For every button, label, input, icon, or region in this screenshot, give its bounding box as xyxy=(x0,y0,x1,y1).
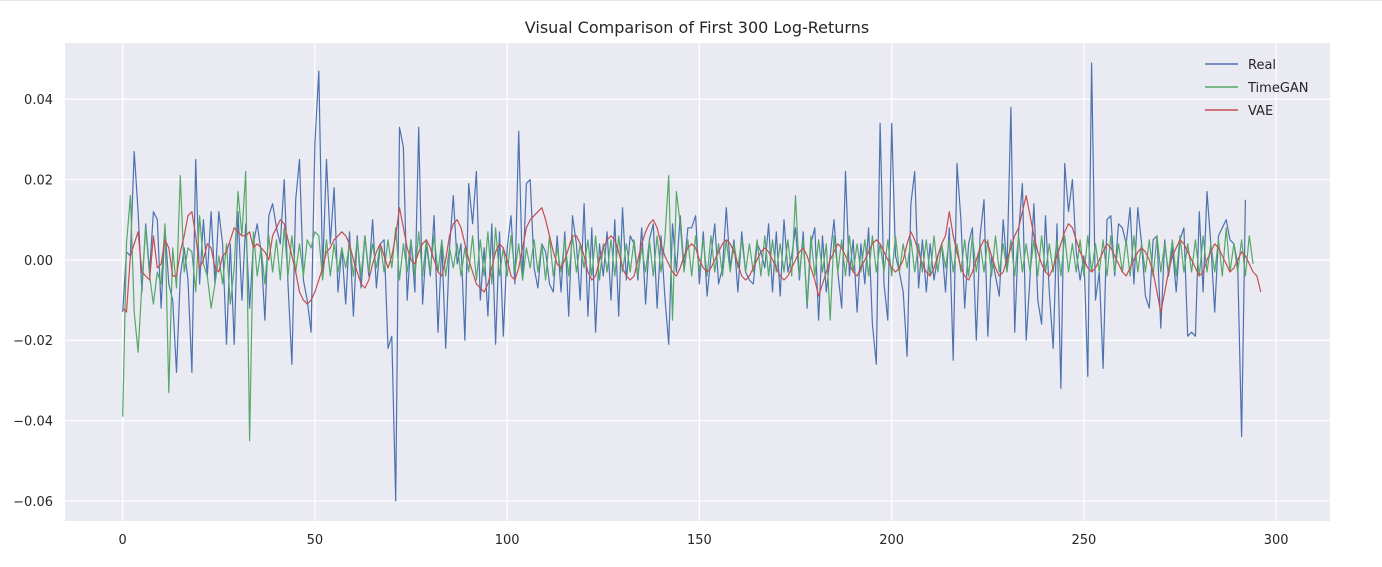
legend: Real TimeGAN VAE xyxy=(1205,58,1309,119)
x-tick-label: 250 xyxy=(1072,533,1097,548)
series-line-vae xyxy=(122,195,1262,313)
x-tick-label: 150 xyxy=(687,533,712,548)
legend-label-real: Real xyxy=(1248,58,1276,73)
plot-area xyxy=(65,43,1330,521)
tick-labels: 0 50 100 150 200 250 300 0.04 0.02 0.00 −0.02 −0.04… xyxy=(13,93,1288,548)
x-tick-label: 300 xyxy=(1264,533,1289,548)
x-tick-label: 100 xyxy=(495,533,520,548)
top-border xyxy=(0,0,1382,1)
y-tick-label: 0.00 xyxy=(24,254,53,269)
x-tick-label: 0 xyxy=(119,533,127,548)
y-tick-label: −0.02 xyxy=(13,334,53,349)
y-tick-label: −0.04 xyxy=(13,415,53,430)
y-tick-label: −0.06 xyxy=(13,495,53,510)
y-tick-label: 0.02 xyxy=(24,174,53,189)
series-lines xyxy=(122,62,1262,502)
x-tick-label: 200 xyxy=(879,533,904,548)
legend-label-vae: VAE xyxy=(1248,104,1273,119)
x-tick-label: 50 xyxy=(307,533,324,548)
y-tick-label: 0.04 xyxy=(24,93,53,108)
series-line-timegan xyxy=(122,170,1254,442)
legend-label-timegan: TimeGAN xyxy=(1247,81,1309,96)
chart-title: Visual Comparison of First 300 Log-Retur… xyxy=(525,18,869,37)
